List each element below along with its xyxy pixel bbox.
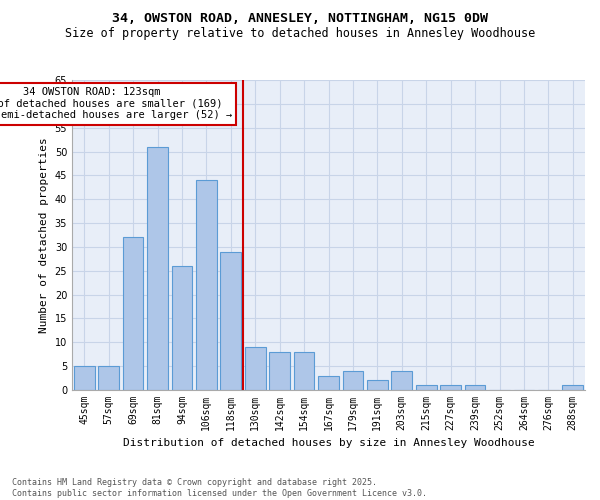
Bar: [245, 347, 266, 390]
Bar: [464, 385, 485, 390]
Bar: [416, 385, 437, 390]
Text: Contains HM Land Registry data © Crown copyright and database right 2025.
Contai: Contains HM Land Registry data © Crown c…: [12, 478, 427, 498]
Bar: [98, 366, 119, 390]
Bar: [562, 385, 583, 390]
Bar: [122, 238, 143, 390]
Bar: [367, 380, 388, 390]
Bar: [147, 147, 168, 390]
Bar: [293, 352, 314, 390]
Bar: [440, 385, 461, 390]
Text: Size of property relative to detached houses in Annesley Woodhouse: Size of property relative to detached ho…: [65, 28, 535, 40]
Bar: [391, 371, 412, 390]
Bar: [74, 366, 95, 390]
Bar: [172, 266, 193, 390]
X-axis label: Distribution of detached houses by size in Annesley Woodhouse: Distribution of detached houses by size …: [122, 438, 535, 448]
Text: 34 OWSTON ROAD: 123sqm
← 75% of detached houses are smaller (169)
23% of semi-de: 34 OWSTON ROAD: 123sqm ← 75% of detached…: [0, 87, 232, 120]
Bar: [318, 376, 339, 390]
Text: 34, OWSTON ROAD, ANNESLEY, NOTTINGHAM, NG15 0DW: 34, OWSTON ROAD, ANNESLEY, NOTTINGHAM, N…: [112, 12, 488, 26]
Bar: [220, 252, 241, 390]
Bar: [343, 371, 364, 390]
Y-axis label: Number of detached properties: Number of detached properties: [39, 137, 49, 333]
Bar: [269, 352, 290, 390]
Bar: [196, 180, 217, 390]
